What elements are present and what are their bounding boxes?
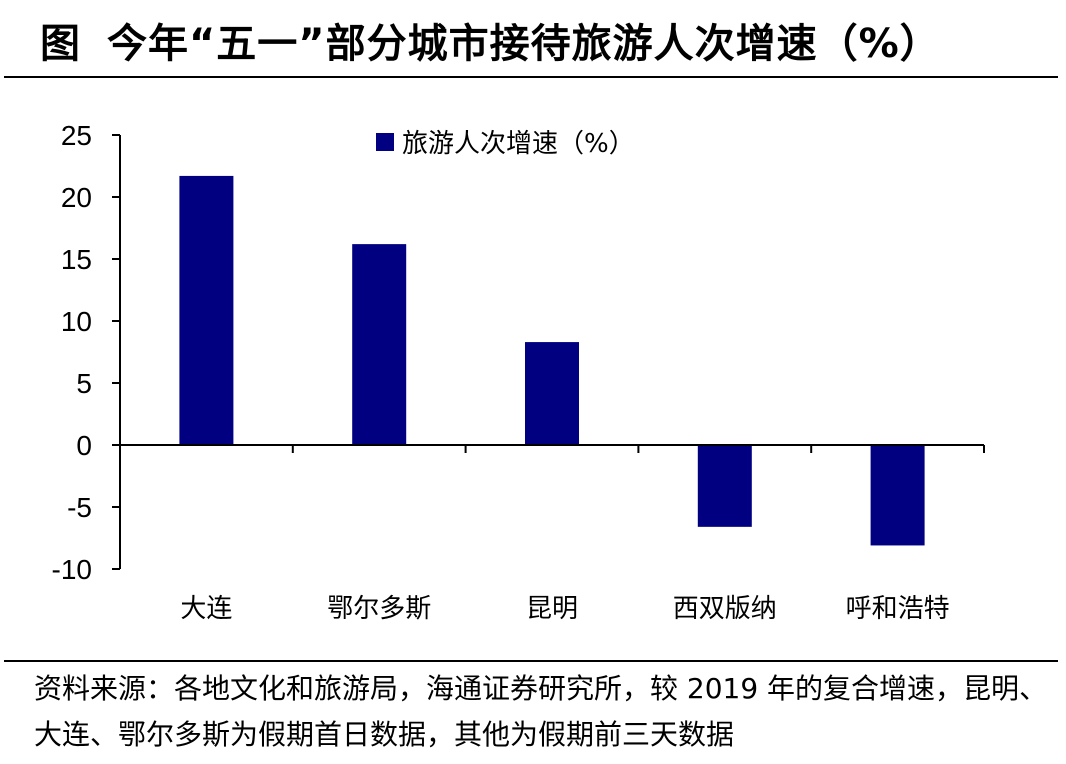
- figure-label: 图: [40, 21, 81, 67]
- x-category-label: 昆明: [526, 594, 578, 624]
- x-category-label: 呼和浩特: [846, 594, 950, 624]
- legend: 旅游人次增速（%）: [376, 129, 635, 159]
- y-tick-label: -5: [67, 492, 92, 523]
- bar: [179, 175, 234, 446]
- bar: [870, 445, 925, 546]
- bottom-rule: [4, 660, 1058, 662]
- x-category-label: 西双版纳: [673, 594, 777, 624]
- y-tick-label: 0: [76, 430, 92, 461]
- chart-title-text: 今年“五一”部分城市接待旅游人次增速（%）: [107, 21, 941, 67]
- y-tick-label: 20: [61, 182, 92, 213]
- x-category-label: 鄂尔多斯: [327, 594, 431, 624]
- top-rule: [4, 76, 1058, 78]
- y-tick-label: -10: [52, 554, 92, 585]
- x-axis: 大连 鄂尔多斯 昆明 西双版纳 呼和浩特: [119, 444, 985, 624]
- bar: [352, 244, 407, 445]
- bar-chart: 25 20 15 10 5 0 -5 -10 大连 鄂尔多斯 昆明 西双版纳 呼和浩特 旅游人次增速（…: [52, 120, 985, 624]
- y-tick-label: 15: [61, 244, 92, 275]
- bar: [697, 445, 752, 527]
- chart-title: 图今年“五一”部分城市接待旅游人次增速（%）: [40, 14, 941, 74]
- x-category-label: 大连: [180, 594, 232, 624]
- y-tick-label: 10: [61, 306, 92, 337]
- y-axis: 25 20 15 10 5 0 -5 -10: [52, 120, 121, 585]
- bar: [525, 342, 579, 445]
- legend-label: 旅游人次增速（%）: [402, 129, 635, 159]
- source-note: 资料来源：各地文化和旅游局，海通证券研究所，较 2019 年的复合增速，昆明、大…: [34, 672, 1048, 751]
- y-tick-label: 5: [76, 368, 92, 399]
- legend-swatch: [376, 133, 394, 151]
- bars: [179, 175, 925, 546]
- y-tick-label: 25: [61, 120, 92, 151]
